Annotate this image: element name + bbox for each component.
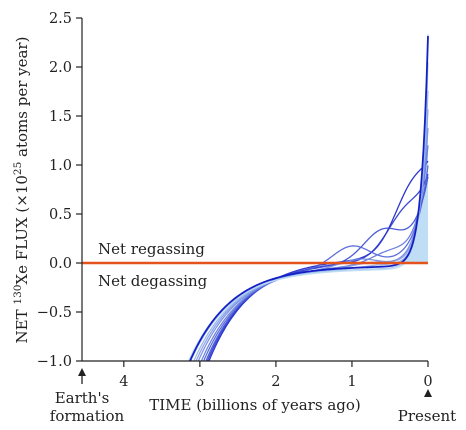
- y-tick-label: 2.5: [49, 11, 72, 27]
- ensemble-curve: [205, 176, 429, 362]
- present-marker: Present: [398, 389, 456, 425]
- net-regassing-label: Net regassing: [98, 240, 205, 258]
- y-ticks: −1.0 −0.5 0.0 0.5 1.0 1.5 2.0 2.5: [37, 11, 82, 370]
- y-tick-label: 0.5: [49, 207, 72, 223]
- y-tick-label: −1.0: [37, 354, 72, 370]
- earth-formation-marker: Earth's formation: [50, 368, 125, 425]
- main-flux-curve: [189, 35, 429, 362]
- y-axis-title-prefix: NET: [13, 305, 31, 344]
- ensemble-fill-area: [374, 33, 428, 264]
- x-tick-label: 0: [423, 374, 432, 390]
- net-degassing-label: Net degassing: [98, 272, 208, 290]
- ensemble-curve: [195, 109, 429, 362]
- y-axis-title-sup1: 130: [12, 285, 24, 305]
- y-axis-title-sup2: 25: [12, 162, 24, 175]
- present-label: Present: [398, 407, 456, 425]
- y-axis-title-mid: Xe FLUX (×10: [13, 175, 31, 284]
- y-axis-title: NET 130Xe FLUX (×1025 atoms per year): [12, 37, 31, 344]
- x-ticks: 4 3 2 1 0: [119, 361, 433, 390]
- y-tick-label: −0.5: [37, 305, 72, 321]
- x-tick-label: 1: [347, 374, 356, 390]
- ensemble-curve: [200, 145, 429, 362]
- y-tick-label: 1.0: [49, 158, 72, 174]
- ensemble-curve: [190, 62, 429, 362]
- earth-formation-label-line2: formation: [50, 407, 125, 425]
- present-arrowhead-icon: [424, 389, 432, 397]
- y-tick-label: 1.5: [49, 109, 72, 125]
- y-tick-label: 2.0: [49, 60, 72, 76]
- ensemble-fill-layer: [374, 33, 428, 264]
- ensemble-curve: [203, 165, 429, 362]
- x-axis-title: TIME (billions of years ago): [149, 396, 361, 414]
- earth-formation-arrowhead-icon: [78, 368, 86, 376]
- earth-formation-label-line1: Earth's: [55, 389, 110, 407]
- y-tick-label: 0.0: [49, 256, 72, 272]
- ensemble-curves-layer: [187, 33, 429, 362]
- x-tick-label: 4: [119, 374, 128, 390]
- ensemble-curve: [197, 128, 429, 362]
- x-tick-label: 3: [195, 374, 204, 390]
- x-tick-label: 2: [271, 374, 280, 390]
- y-axis-title-suffix: atoms per year): [13, 37, 31, 162]
- axes: [81, 18, 428, 362]
